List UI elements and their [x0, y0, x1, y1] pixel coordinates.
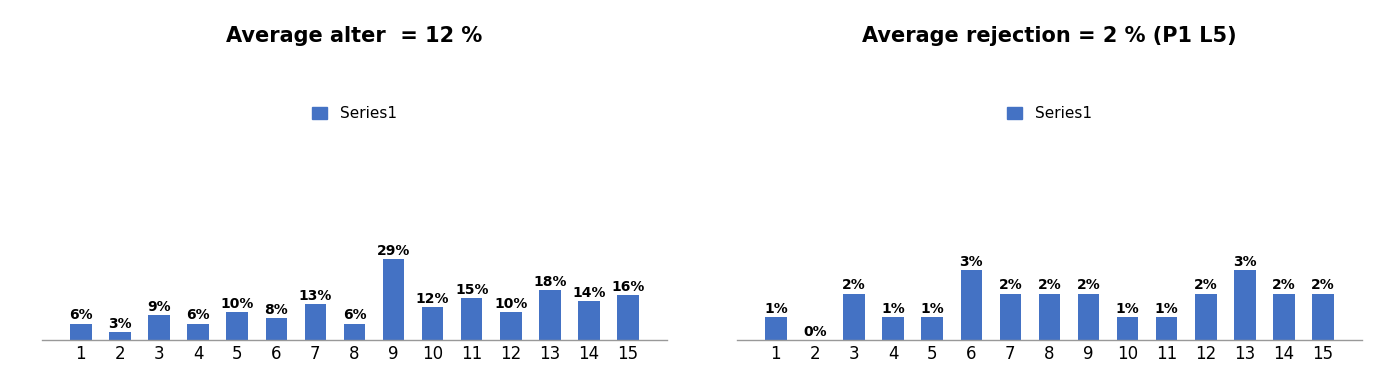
Text: 1%: 1%	[881, 302, 905, 316]
Bar	[765, 317, 787, 340]
Bar	[844, 293, 865, 340]
Bar	[304, 304, 327, 340]
Bar	[382, 259, 404, 340]
Bar	[500, 312, 521, 340]
Bar	[1312, 293, 1334, 340]
Bar	[539, 290, 560, 340]
Bar	[1156, 317, 1177, 340]
Bar	[578, 301, 599, 340]
Bar	[617, 295, 639, 340]
Bar	[227, 312, 247, 340]
Bar	[1195, 293, 1216, 340]
Text: 6%: 6%	[70, 309, 93, 322]
Bar	[1273, 293, 1294, 340]
Bar	[922, 317, 942, 340]
Bar	[1038, 293, 1061, 340]
Text: Average alter  = 12 %: Average alter = 12 %	[227, 26, 482, 46]
Text: 1%: 1%	[1116, 302, 1140, 316]
Text: 2%: 2%	[1311, 278, 1334, 292]
Text: 12%: 12%	[416, 292, 449, 306]
Text: 10%: 10%	[221, 297, 254, 311]
Text: Average rejection = 2 % (P1 L5): Average rejection = 2 % (P1 L5)	[862, 26, 1237, 46]
Text: 2%: 2%	[842, 278, 866, 292]
Bar	[423, 307, 443, 340]
Legend: Series1: Series1	[313, 106, 396, 121]
Bar	[883, 317, 904, 340]
Bar	[999, 293, 1022, 340]
Bar	[70, 323, 92, 340]
Text: 2%: 2%	[1194, 278, 1218, 292]
Bar	[1118, 317, 1138, 340]
Text: 6%: 6%	[343, 309, 366, 322]
Text: 1%: 1%	[920, 302, 944, 316]
Text: 9%: 9%	[147, 300, 171, 314]
Text: 2%: 2%	[1272, 278, 1295, 292]
Text: 2%: 2%	[1037, 278, 1062, 292]
Text: 3%: 3%	[959, 255, 983, 269]
Text: 0%: 0%	[803, 325, 827, 339]
Text: 6%: 6%	[186, 309, 210, 322]
Bar	[149, 315, 170, 340]
Text: 10%: 10%	[493, 297, 527, 311]
Bar	[461, 298, 482, 340]
Bar	[1077, 293, 1099, 340]
Text: 3%: 3%	[108, 317, 132, 331]
Text: 1%: 1%	[1155, 302, 1179, 316]
Text: 3%: 3%	[1233, 255, 1257, 269]
Text: 16%: 16%	[612, 280, 645, 294]
Text: 13%: 13%	[299, 289, 332, 303]
Legend: Series1: Series1	[1008, 106, 1091, 121]
Bar	[110, 332, 131, 340]
Text: 15%: 15%	[455, 283, 488, 297]
Bar	[960, 270, 981, 340]
Text: 29%: 29%	[377, 244, 410, 258]
Text: 8%: 8%	[264, 303, 288, 317]
Bar	[265, 318, 286, 340]
Text: 18%: 18%	[534, 275, 567, 289]
Bar	[343, 323, 366, 340]
Bar	[1234, 270, 1255, 340]
Text: 14%: 14%	[573, 286, 606, 300]
Text: 2%: 2%	[1077, 278, 1101, 292]
Text: 1%: 1%	[765, 302, 788, 316]
Bar	[188, 323, 208, 340]
Text: 2%: 2%	[998, 278, 1022, 292]
